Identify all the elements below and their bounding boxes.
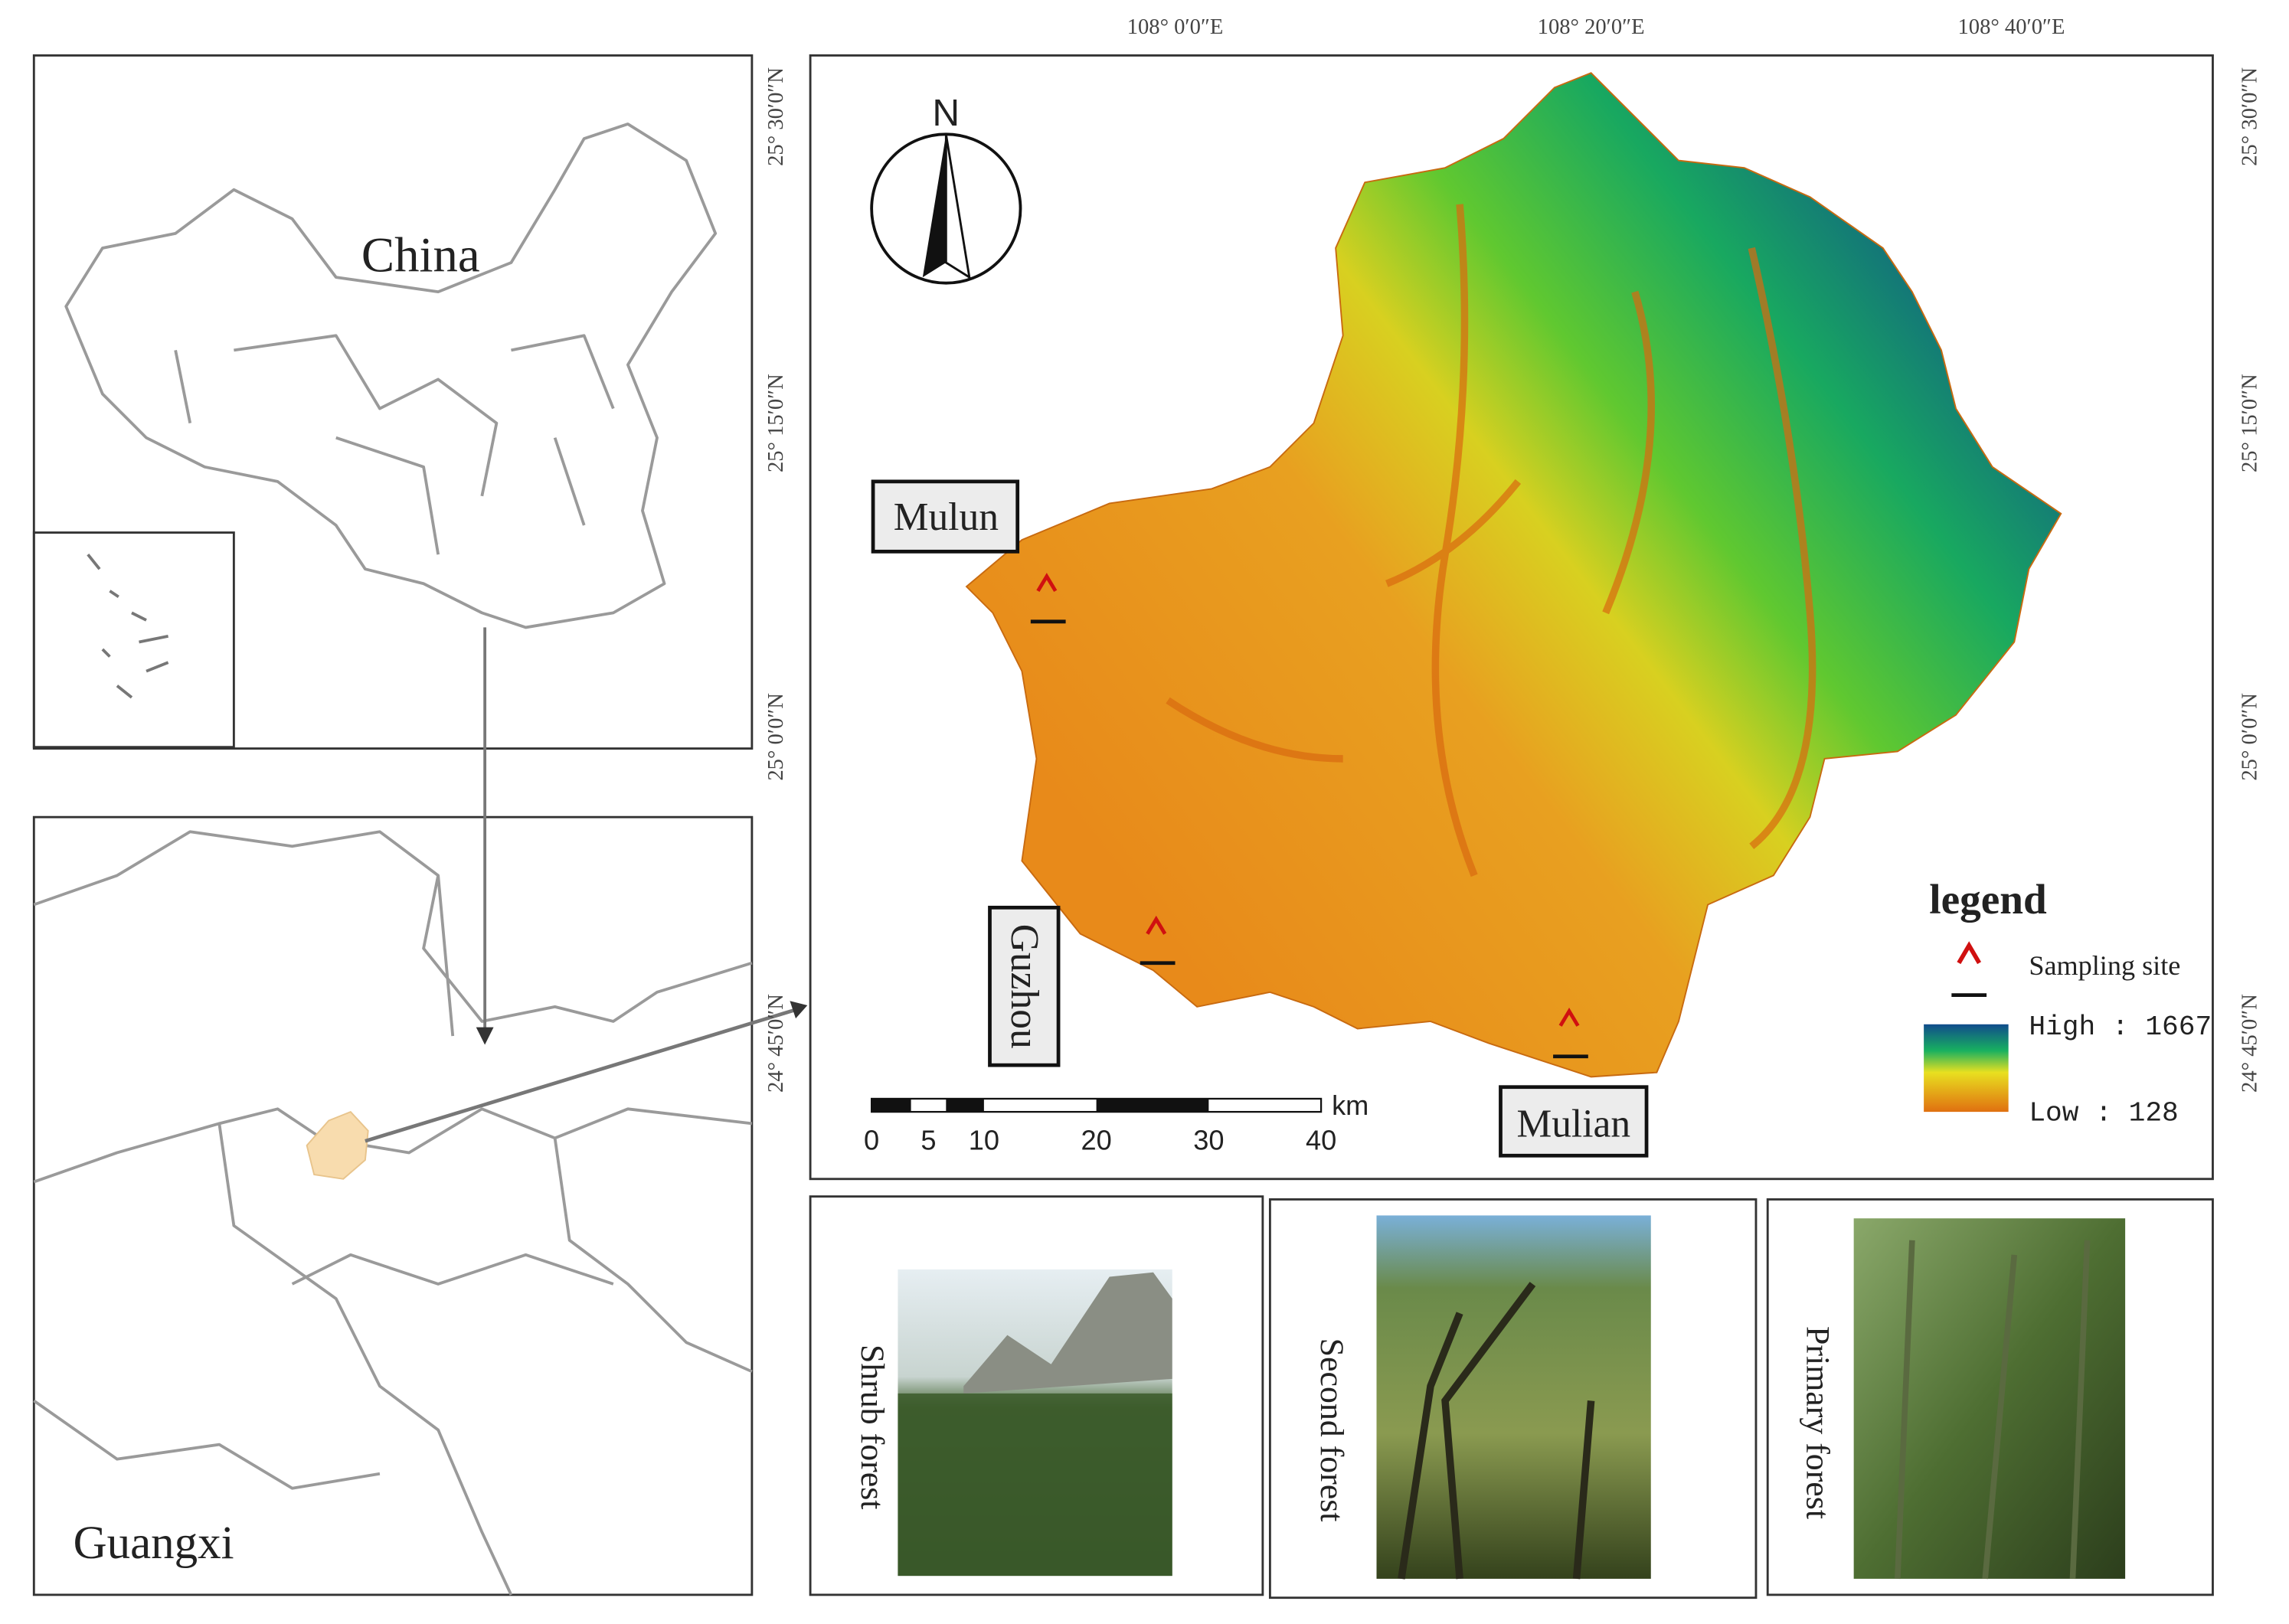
guangxi-label: Guangxi: [74, 1518, 234, 1569]
china-label: China: [361, 227, 480, 283]
sampling-site: [1030, 573, 1066, 624]
latitude-label: 25° 30′0″N: [2238, 67, 2262, 166]
sampling-site: [1140, 915, 1176, 966]
photo-panel: [1268, 1198, 1758, 1599]
scale-label: 30: [1193, 1125, 1224, 1156]
longitude-label: 108° 20′0″E: [1538, 15, 1645, 39]
china-outline: [64, 123, 718, 629]
legend-label: Low : 128: [2029, 1098, 2178, 1129]
south-china-sea-islands: [87, 553, 169, 699]
sampling-site: [1553, 1007, 1588, 1059]
longitude-label: 108° 40′0″E: [1958, 15, 2065, 39]
photo-panel: [809, 1195, 1264, 1596]
study-area-highlight: [306, 1110, 369, 1180]
china-panel: [32, 54, 754, 750]
compass-label: N: [932, 92, 960, 134]
site-label-box: [988, 905, 1061, 1067]
photo-vegetation: [898, 1393, 1172, 1577]
site-label: Guzhou: [1002, 924, 1046, 1049]
latitude-label: 25° 15′0″N: [2238, 374, 2262, 472]
legend-title: legend: [1929, 876, 2047, 923]
compass-needle: [944, 134, 971, 279]
latitude-label: 25° 0′0″N: [2238, 693, 2262, 781]
scale-bar: [870, 1097, 1323, 1113]
photo-mountain: [963, 1272, 1172, 1394]
scale-label: 0: [864, 1125, 879, 1156]
main-map-frame: [809, 54, 2214, 1181]
scale-label: 40: [1306, 1125, 1336, 1156]
guangxi-panel: [32, 815, 754, 1596]
river-valleys: [1166, 204, 1816, 877]
photo-trees: [1895, 1240, 2091, 1580]
arrow-head: [476, 1027, 494, 1045]
inset-frame: [32, 531, 235, 749]
site-label-box: [1499, 1085, 1649, 1158]
photo-caption: Second forest: [1313, 1338, 1350, 1522]
scale-label: 10: [969, 1125, 999, 1156]
legend-colorbar: [1924, 1024, 2009, 1113]
latitude-label: 25° 0′0″N: [764, 693, 788, 781]
arrow-head: [790, 1001, 808, 1019]
site-label: Mulian: [1516, 1103, 1630, 1146]
legend-label: Sampling site: [2029, 950, 2180, 981]
scale-unit: km: [1332, 1090, 1368, 1121]
photo-caption: Primary forest: [1800, 1326, 1836, 1519]
site-label-box: [871, 479, 1020, 554]
compass-needle: [922, 134, 947, 278]
province-borders: [174, 334, 615, 555]
photo-panel: [1766, 1198, 2214, 1596]
site-label: Mulun: [894, 495, 999, 539]
arrow: [365, 1008, 796, 1143]
longitude-label: 108° 0′0″E: [1127, 15, 1224, 39]
latitude-label: 25° 15′0″N: [764, 374, 788, 472]
scale-label: 5: [921, 1125, 936, 1156]
photo-trees: [1398, 1282, 1595, 1580]
legend-label: High : 1667: [2029, 1011, 2212, 1043]
photo: [1376, 1215, 1651, 1579]
province-borders: [33, 830, 753, 1596]
latitude-label: 24° 45′0″N: [764, 994, 788, 1093]
elevation-map: [965, 72, 2062, 1078]
latitude-label: 24° 45′0″N: [2238, 994, 2262, 1093]
scale-label: 20: [1081, 1125, 1111, 1156]
latitude-label: 25° 30′0″N: [764, 67, 788, 166]
legend-marker: [1957, 941, 1982, 965]
photo-caption: Shrub forest: [854, 1345, 891, 1509]
